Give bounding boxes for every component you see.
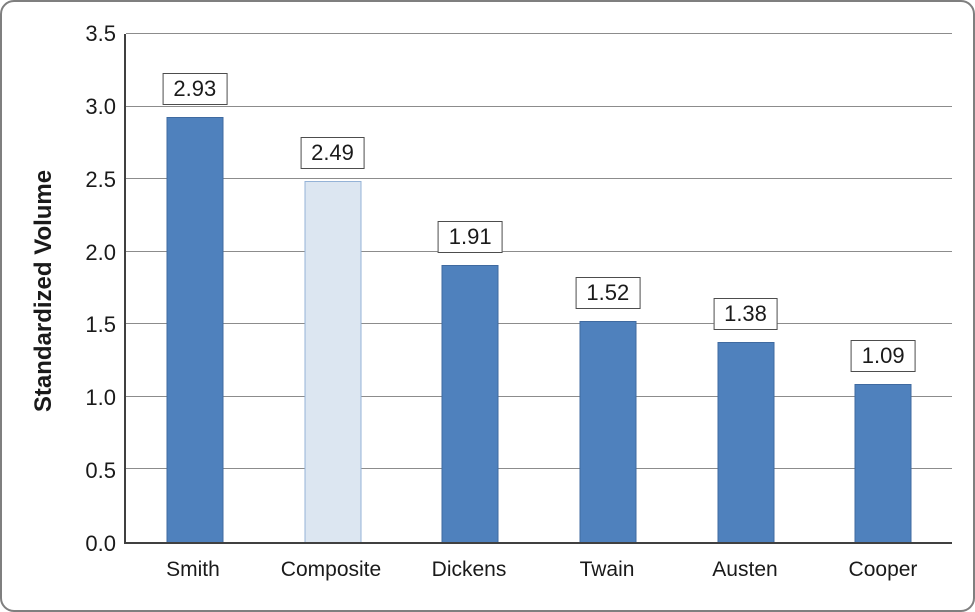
gridline: [126, 323, 952, 325]
x-category-label-austen: Austen: [712, 558, 778, 581]
x-category-label-twain: Twain: [579, 558, 635, 581]
gridline: [126, 33, 952, 34]
bar-dickens: [441, 264, 499, 542]
y-axis-tick-labels: 0.0 0.5 1.0 1.5 2.0 2.5 3.0 3.5: [38, 21, 116, 556]
bar-twain: [579, 321, 637, 542]
value-label-twain: 1.52: [575, 277, 641, 310]
bar-composite: [304, 180, 361, 542]
value-label-austen: 1.38: [713, 297, 778, 330]
y-tick-label: 0.0: [85, 531, 116, 556]
gridline: [126, 250, 952, 252]
y-tick-label: 3.5: [85, 21, 116, 46]
x-category-label-cooper: Cooper: [848, 558, 918, 581]
gridline: [126, 395, 952, 397]
x-category-label-dickens: Dickens: [431, 558, 507, 581]
bar-cooper: [854, 383, 912, 542]
gridline: [126, 468, 952, 470]
x-category-label-composite: Composite: [280, 558, 382, 581]
y-tick-label: 1.5: [85, 312, 116, 338]
plot-area: 2.93 2.49 1.91 1.52 1.38 1.09: [124, 33, 952, 544]
x-category-label-smith: Smith: [166, 558, 220, 581]
value-label-smith: 2.93: [162, 72, 228, 105]
value-label-composite: 2.49: [300, 136, 365, 169]
gridline: [126, 105, 952, 107]
y-tick-label: 2.0: [85, 239, 116, 265]
value-label-dickens: 1.91: [437, 220, 503, 253]
bar-austen: [717, 341, 774, 542]
x-axis-category-labels: Smith Composite Dickens Twain Austen Cooper: [124, 558, 952, 592]
y-tick-label: 1.0: [85, 385, 116, 411]
bar-smith: [166, 116, 224, 542]
y-tick-label: 0.5: [85, 458, 116, 484]
gridline: [126, 178, 952, 180]
y-tick-label: 2.5: [85, 166, 116, 192]
value-label-cooper: 1.09: [850, 339, 916, 372]
y-tick-label: 3.0: [85, 93, 116, 119]
